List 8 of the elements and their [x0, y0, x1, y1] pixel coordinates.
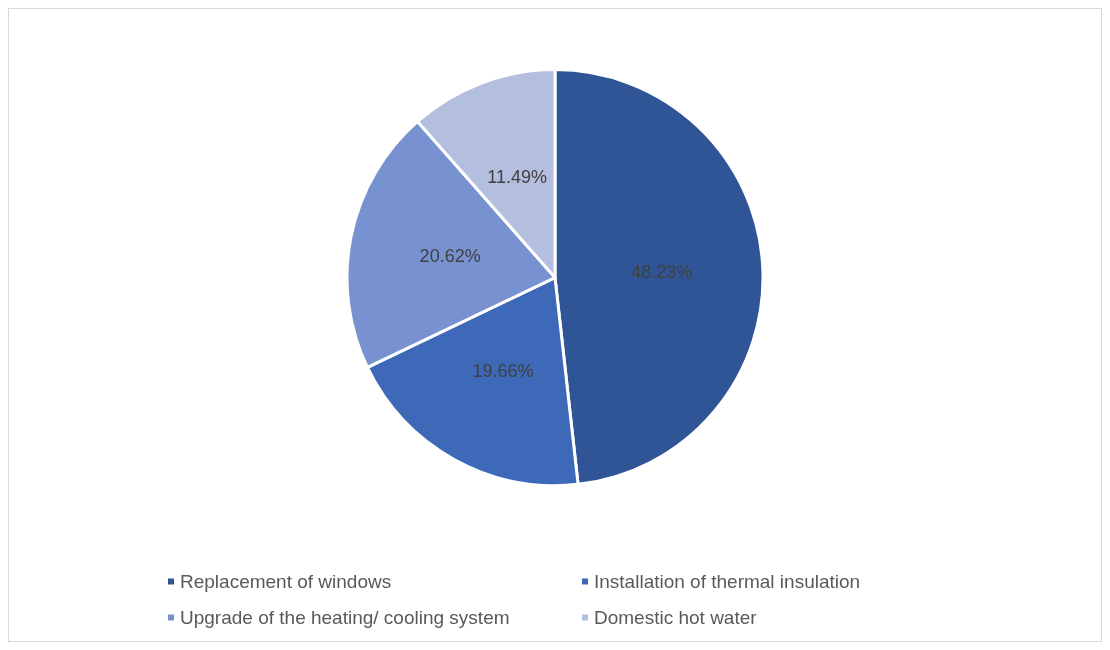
legend-label: Installation of thermal insulation [594, 571, 861, 592]
data-label: 19.66% [472, 361, 534, 382]
data-label: 11.49% [487, 167, 548, 188]
data-label: 20.62% [419, 246, 481, 267]
legend-label: Replacement of windows [180, 571, 392, 592]
legend-label: Domestic hot water [594, 607, 758, 628]
data-label: 48.23% [631, 261, 693, 282]
legend-label: Upgrade of the heating/ cooling system [180, 607, 510, 628]
